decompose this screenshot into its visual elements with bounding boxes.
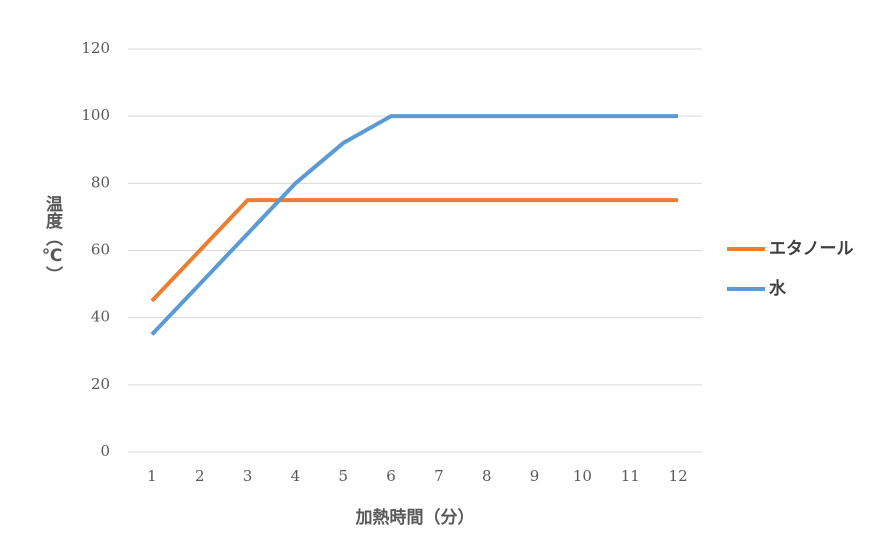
y-tick-label: 60 <box>91 241 110 259</box>
line <box>150 198 679 303</box>
line <box>150 114 679 336</box>
legend-label: 水 <box>769 278 787 299</box>
x-tick-label: 11 <box>621 467 640 485</box>
y-tick-label: 20 <box>91 375 110 393</box>
y-tick-label: 120 <box>81 39 110 57</box>
x-axis-title: 加熱時間（分） <box>355 507 475 528</box>
x-tick-label: 2 <box>195 467 205 485</box>
x-tick-label: 5 <box>338 467 348 485</box>
x-tick-label: 12 <box>669 467 688 485</box>
y-tick-label: 0 <box>100 442 110 460</box>
legend-label: エタノール <box>769 239 854 259</box>
y-tick-label: 40 <box>91 308 110 326</box>
x-tick-label: 10 <box>573 467 592 485</box>
y-tick-label: 100 <box>81 106 110 124</box>
x-tick-label: 4 <box>291 467 301 485</box>
x-tick-label: 3 <box>243 467 253 485</box>
x-tick-label: 8 <box>482 467 492 485</box>
x-tick-label: 9 <box>530 467 540 485</box>
x-tick-label: 6 <box>386 467 396 485</box>
y-axis-title: 温度（℃） <box>42 195 62 283</box>
x-tick-label: 7 <box>434 467 444 485</box>
x-tick-label: 1 <box>147 467 157 485</box>
y-tick-label: 80 <box>91 173 110 191</box>
